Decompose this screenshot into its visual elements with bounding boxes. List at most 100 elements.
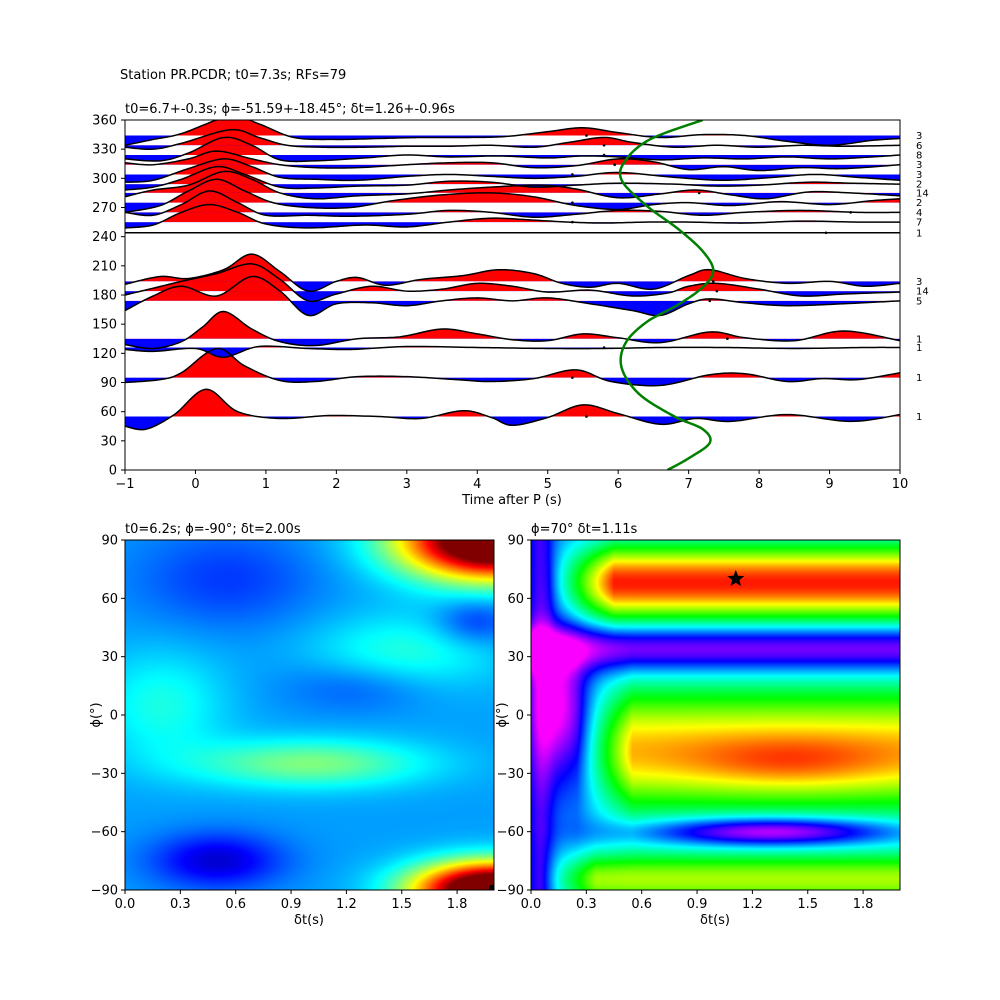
energy-right-x-label: δt(s)	[700, 913, 730, 928]
y-tick-label: 0	[109, 464, 117, 479]
y-tick-label: 90	[101, 534, 118, 549]
trace-pick-marker	[602, 346, 606, 349]
trace-pick-marker	[602, 143, 606, 147]
trace-positive-fill	[174, 120, 745, 136]
trace-negative-fill	[125, 338, 900, 349]
energy-right-heatmap	[531, 540, 900, 890]
trace-negative-fill	[125, 222, 900, 228]
trace-count-label: 3	[916, 160, 922, 171]
trace-count-label: 14	[916, 188, 929, 199]
trace-positive-fill	[125, 311, 900, 339]
trace-positive-fill	[170, 348, 900, 378]
x-tick-label: 0.0	[115, 897, 136, 912]
trace-pick-marker	[697, 191, 701, 195]
trace-pick-marker	[571, 220, 574, 224]
trace-line	[125, 128, 900, 151]
y-tick-label: 150	[92, 318, 117, 333]
trace-positive-fill	[136, 254, 830, 282]
trace-negative-fill	[125, 300, 900, 316]
delay-curve	[618, 120, 715, 470]
x-tick-label: 0.6	[631, 897, 652, 912]
trace-pick-marker	[602, 153, 606, 157]
x-tick-label: 3	[403, 477, 411, 492]
trace-pick-marker	[824, 231, 828, 235]
traces-x-axis: −1 0 1 2 3 4 5 6 7 8 9 10	[115, 470, 908, 492]
trace-pick-marker	[585, 415, 588, 418]
trace-pick-marker	[711, 280, 715, 283]
trace-negative-fill	[125, 202, 900, 213]
trace-line	[125, 347, 900, 387]
y-tick-label: 0	[110, 709, 118, 724]
trace-positive-fill	[125, 276, 900, 301]
energy-right-star-marker	[727, 569, 745, 587]
trace-count-label: 3	[916, 170, 922, 181]
trace-line	[125, 275, 900, 317]
x-tick-label: 0.9	[687, 897, 708, 912]
energy-right-y-label: ϕ(°)	[495, 702, 510, 727]
y-tick-label: 240	[92, 230, 117, 245]
trace-line	[125, 158, 900, 183]
trace-pick-marker	[571, 173, 574, 176]
x-tick-label: 1.8	[853, 897, 874, 912]
trace-negative-fill	[125, 145, 900, 150]
trace-pick-marker	[571, 201, 574, 204]
x-tick-label: 1.5	[797, 897, 818, 912]
y-tick-label: 90	[100, 376, 117, 391]
y-tick-label: 330	[92, 143, 117, 158]
energy-left-y-axis: −90 −60 −30 0 30 60 90	[91, 534, 125, 899]
y-tick-label: 60	[100, 405, 117, 420]
trace-count-label: 1	[916, 343, 922, 354]
trace-line	[125, 165, 900, 191]
trace-pick-marker	[613, 163, 616, 167]
energy-left-x-axis: 0.0 0.3 0.6 0.9 1.2 1.5 1.8	[115, 890, 468, 912]
traces-title: t0=6.7+-0.3s; ϕ=-51.59+-18.45°; δt=1.26+…	[125, 102, 455, 117]
x-tick-label: 10	[892, 477, 909, 492]
y-tick-label: 30	[507, 650, 524, 665]
energy-right-y-axis: −90 −60 −30 0 30 60 90	[497, 534, 531, 899]
trace-pick-marker	[585, 134, 588, 137]
y-tick-label: 30	[101, 650, 118, 665]
x-tick-label: 5	[544, 477, 552, 492]
trace-line	[125, 136, 900, 163]
x-tick-label: 2	[332, 477, 340, 492]
trace-negative-fill	[125, 377, 900, 386]
energy-map-right-panel: ϕ=70° δt=1.11s 0.0 0.3 0.6 0.9 1.2 1.5 1.8 −90…	[495, 522, 901, 928]
trace-count-label: 1	[916, 412, 922, 423]
trace-line	[125, 388, 900, 431]
trace-count-label: 3	[916, 277, 922, 288]
x-tick-label: 1.2	[742, 897, 763, 912]
traces-panel: t0=6.7+-0.3s; ϕ=-51.59+-18.45°; δt=1.26+…	[92, 102, 929, 508]
x-tick-label: 0.9	[281, 897, 302, 912]
trace-negative-fill	[125, 416, 900, 430]
x-tick-label: 4	[473, 477, 481, 492]
x-tick-label: −1	[115, 477, 134, 492]
y-tick-label: 60	[507, 592, 524, 607]
x-tick-label: 1.5	[391, 897, 412, 912]
trace-count-label: 2	[916, 198, 922, 209]
figure-suptitle: Station PR.PCDR; t0=7.3s; RFs=79	[120, 68, 346, 83]
traces-lines	[125, 120, 900, 431]
trace-pick-marker	[715, 289, 719, 293]
y-tick-label: −90	[91, 884, 118, 899]
trace-count-label: 1	[916, 373, 922, 384]
x-tick-label: 0.3	[576, 897, 597, 912]
trace-pick-marker	[849, 211, 852, 214]
traces-markers	[571, 134, 852, 418]
traces-x-label: Time after P (s)	[461, 493, 562, 508]
x-tick-label: 1.8	[447, 897, 468, 912]
trace-count-label: 3	[916, 131, 922, 142]
trace-count-label: 2	[916, 180, 922, 191]
trace-line	[125, 203, 900, 229]
energy-left-title: t0=6.2s; ϕ=-90°; δt=2.00s	[125, 522, 301, 537]
energy-left-best-marker	[489, 885, 494, 890]
trace-line	[125, 345, 900, 358]
trace-count-label: 1	[916, 334, 922, 345]
trace-negative-fill	[125, 155, 900, 162]
trace-line	[125, 310, 900, 350]
y-tick-label: 270	[92, 201, 117, 216]
x-tick-label: 1.2	[336, 897, 357, 912]
traces-y-axis: 0 30 60 90 120 150 180 210 240 270 300 330 360	[92, 114, 125, 479]
y-tick-label: 90	[507, 534, 524, 549]
